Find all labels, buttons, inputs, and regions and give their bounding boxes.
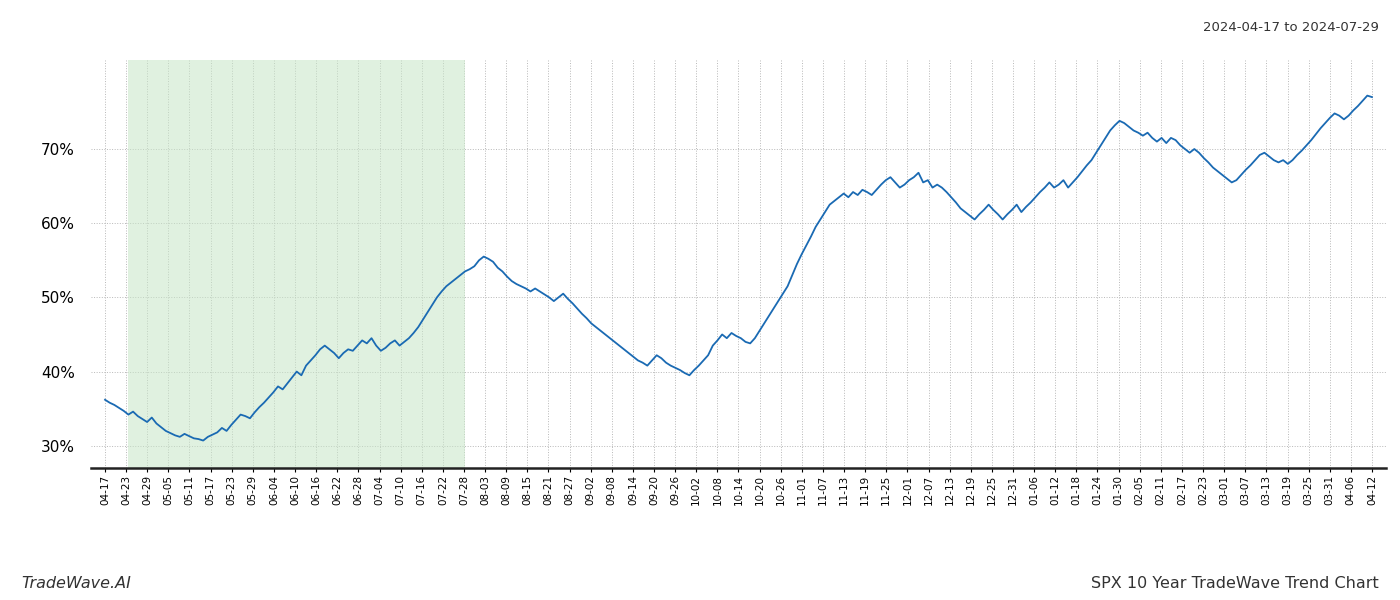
Text: TradeWave.AI: TradeWave.AI xyxy=(21,576,130,591)
Text: 2024-04-17 to 2024-07-29: 2024-04-17 to 2024-07-29 xyxy=(1203,21,1379,34)
Text: SPX 10 Year TradeWave Trend Chart: SPX 10 Year TradeWave Trend Chart xyxy=(1091,576,1379,591)
Bar xyxy=(129,60,465,468)
